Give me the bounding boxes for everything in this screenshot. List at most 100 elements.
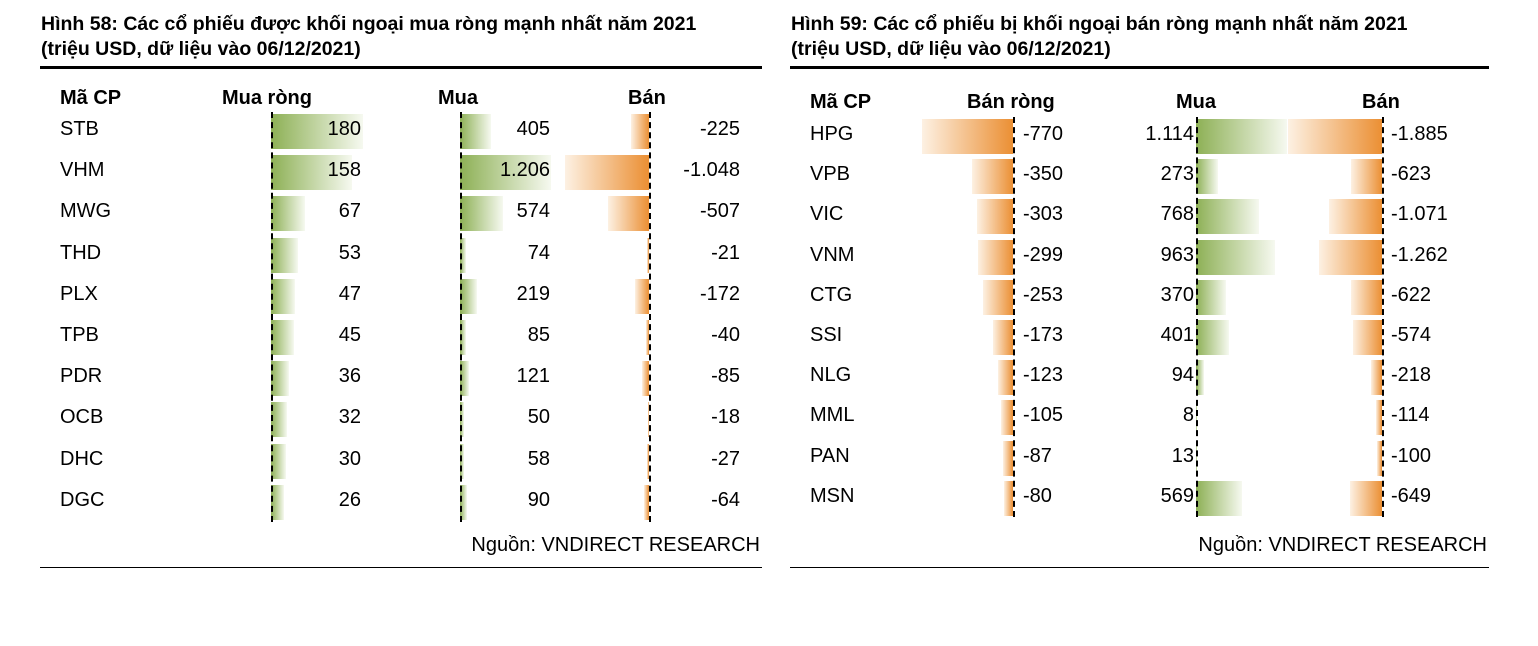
sell-value: -225: [699, 118, 740, 140]
net-sell-value: -80: [1023, 484, 1052, 507]
buy-value: 90: [527, 488, 550, 511]
net-buy-value: 53: [338, 241, 361, 264]
row-code: HPG: [810, 123, 854, 145]
sell-value: -623: [1391, 163, 1432, 186]
buy-value: 370: [1160, 283, 1194, 306]
net-buy-value: 45: [338, 324, 361, 346]
sell-bar: [642, 361, 649, 397]
row-code: DHC: [60, 447, 104, 470]
top-rule: [790, 66, 1489, 69]
row-code: VHM: [60, 159, 105, 182]
net-sell-value: -253: [1023, 283, 1064, 306]
row-code: PDR: [60, 365, 103, 388]
bottom-rule: [790, 567, 1489, 568]
net-sell-bar: [922, 119, 1013, 154]
buy-axis: [1196, 117, 1198, 517]
buy-bar: [1196, 279, 1227, 315]
buy-value: 121: [516, 365, 550, 388]
sell-value: -64: [711, 488, 740, 511]
header-code: Mã CP: [60, 87, 122, 109]
net-buy-value: 158: [327, 159, 361, 182]
sell-value: -1.885: [1391, 123, 1448, 145]
sell-bar: [643, 484, 649, 520]
sell-bar: [1371, 360, 1382, 396]
sell-value: -85: [711, 365, 740, 388]
bottom-rule: [40, 567, 762, 568]
figure-59: Hình 59: Các cổ phiếu bị khối ngoại bán …: [770, 0, 1538, 646]
buy-value: 219: [516, 282, 550, 305]
row-code: PLX: [60, 282, 98, 305]
sell-bar: [635, 278, 649, 314]
buy-bar: [460, 278, 477, 314]
buy-bar: [460, 155, 551, 191]
row-code: SSI: [810, 324, 843, 346]
buy-value: 58: [527, 447, 550, 470]
row-code: TPB: [60, 324, 99, 346]
buy-bar: [460, 114, 491, 149]
net-sell-value: -303: [1023, 203, 1064, 226]
sell-value: -649: [1391, 484, 1432, 507]
header-buy: Mua: [438, 87, 478, 109]
buy-value: 94: [1171, 364, 1194, 387]
net-sell-bar: [971, 159, 1013, 195]
sell-bar: [1353, 320, 1382, 355]
figure-title: Hình 58: Các cổ phiếu được khối ngoại mu…: [41, 12, 696, 62]
buy-value: 13: [1171, 444, 1194, 467]
row-code: MWG: [60, 200, 112, 223]
net-sell-bar: [977, 199, 1013, 235]
header-net-sell: Bán ròng: [967, 91, 1055, 113]
source-note: Nguồn: VNDIRECT RESEARCH: [1198, 534, 1487, 556]
net-buy-bar: [271, 320, 294, 355]
row-code: MML: [810, 404, 855, 427]
row-code: MSN: [810, 484, 855, 507]
header-sell: Bán: [1362, 91, 1400, 113]
sell-bar: [1350, 279, 1382, 315]
row-code: CTG: [810, 283, 853, 306]
row-code: PAN: [810, 444, 850, 467]
net-sell-bar: [1002, 440, 1013, 476]
buy-value: 569: [1160, 484, 1194, 507]
net-buy-value: 32: [338, 406, 361, 429]
buy-bar: [1196, 360, 1204, 396]
buy-bar: [460, 237, 466, 273]
sell-bar: [1377, 440, 1382, 476]
figure-title-main: Hình 58: Các cổ phiếu được khối ngoại mu…: [41, 13, 697, 35]
sell-bar: [647, 402, 649, 438]
sell-bar: [1349, 480, 1382, 516]
buy-value: 74: [527, 241, 550, 264]
sell-value: -507: [699, 200, 740, 223]
sell-value: -40: [711, 324, 740, 346]
row-code: NLG: [810, 364, 852, 387]
sell-bar: [1376, 400, 1382, 436]
net-buy-bar: [271, 443, 287, 479]
net-sell-value: -770: [1023, 123, 1064, 145]
header-net-buy: Mua ròng: [222, 87, 312, 109]
header-buy: Mua: [1176, 91, 1216, 113]
net-sell-bar: [1000, 400, 1013, 436]
buy-bar: [1196, 159, 1219, 195]
row-code: DGC: [60, 488, 105, 511]
net-buy-bar: [271, 237, 299, 273]
sell-value: -172: [699, 282, 740, 305]
top-rule: [40, 66, 762, 69]
net-sell-value: -173: [1023, 324, 1064, 346]
net-sell-bar: [977, 239, 1013, 275]
sell-bar: [1319, 239, 1382, 275]
buy-bar: [1196, 199, 1259, 235]
net-buy-value: 26: [338, 488, 361, 511]
sell-bar: [647, 237, 649, 273]
sell-value: -574: [1391, 324, 1432, 346]
buy-value: 1.114: [1145, 123, 1194, 145]
buy-value: 574: [516, 200, 550, 223]
sell-bar: [1328, 199, 1382, 235]
net-sell-value: -350: [1023, 163, 1064, 186]
buy-value: 405: [516, 118, 550, 140]
source-note: Nguồn: VNDIRECT RESEARCH: [471, 534, 760, 556]
sell-bar: [565, 155, 649, 191]
net-sell-bar: [983, 279, 1013, 315]
net-sell-bar: [1003, 480, 1013, 516]
row-code: THD: [60, 241, 102, 264]
buy-bar: [1196, 480, 1243, 516]
sell-bar: [630, 114, 649, 149]
net-buy-axis: [271, 112, 273, 522]
